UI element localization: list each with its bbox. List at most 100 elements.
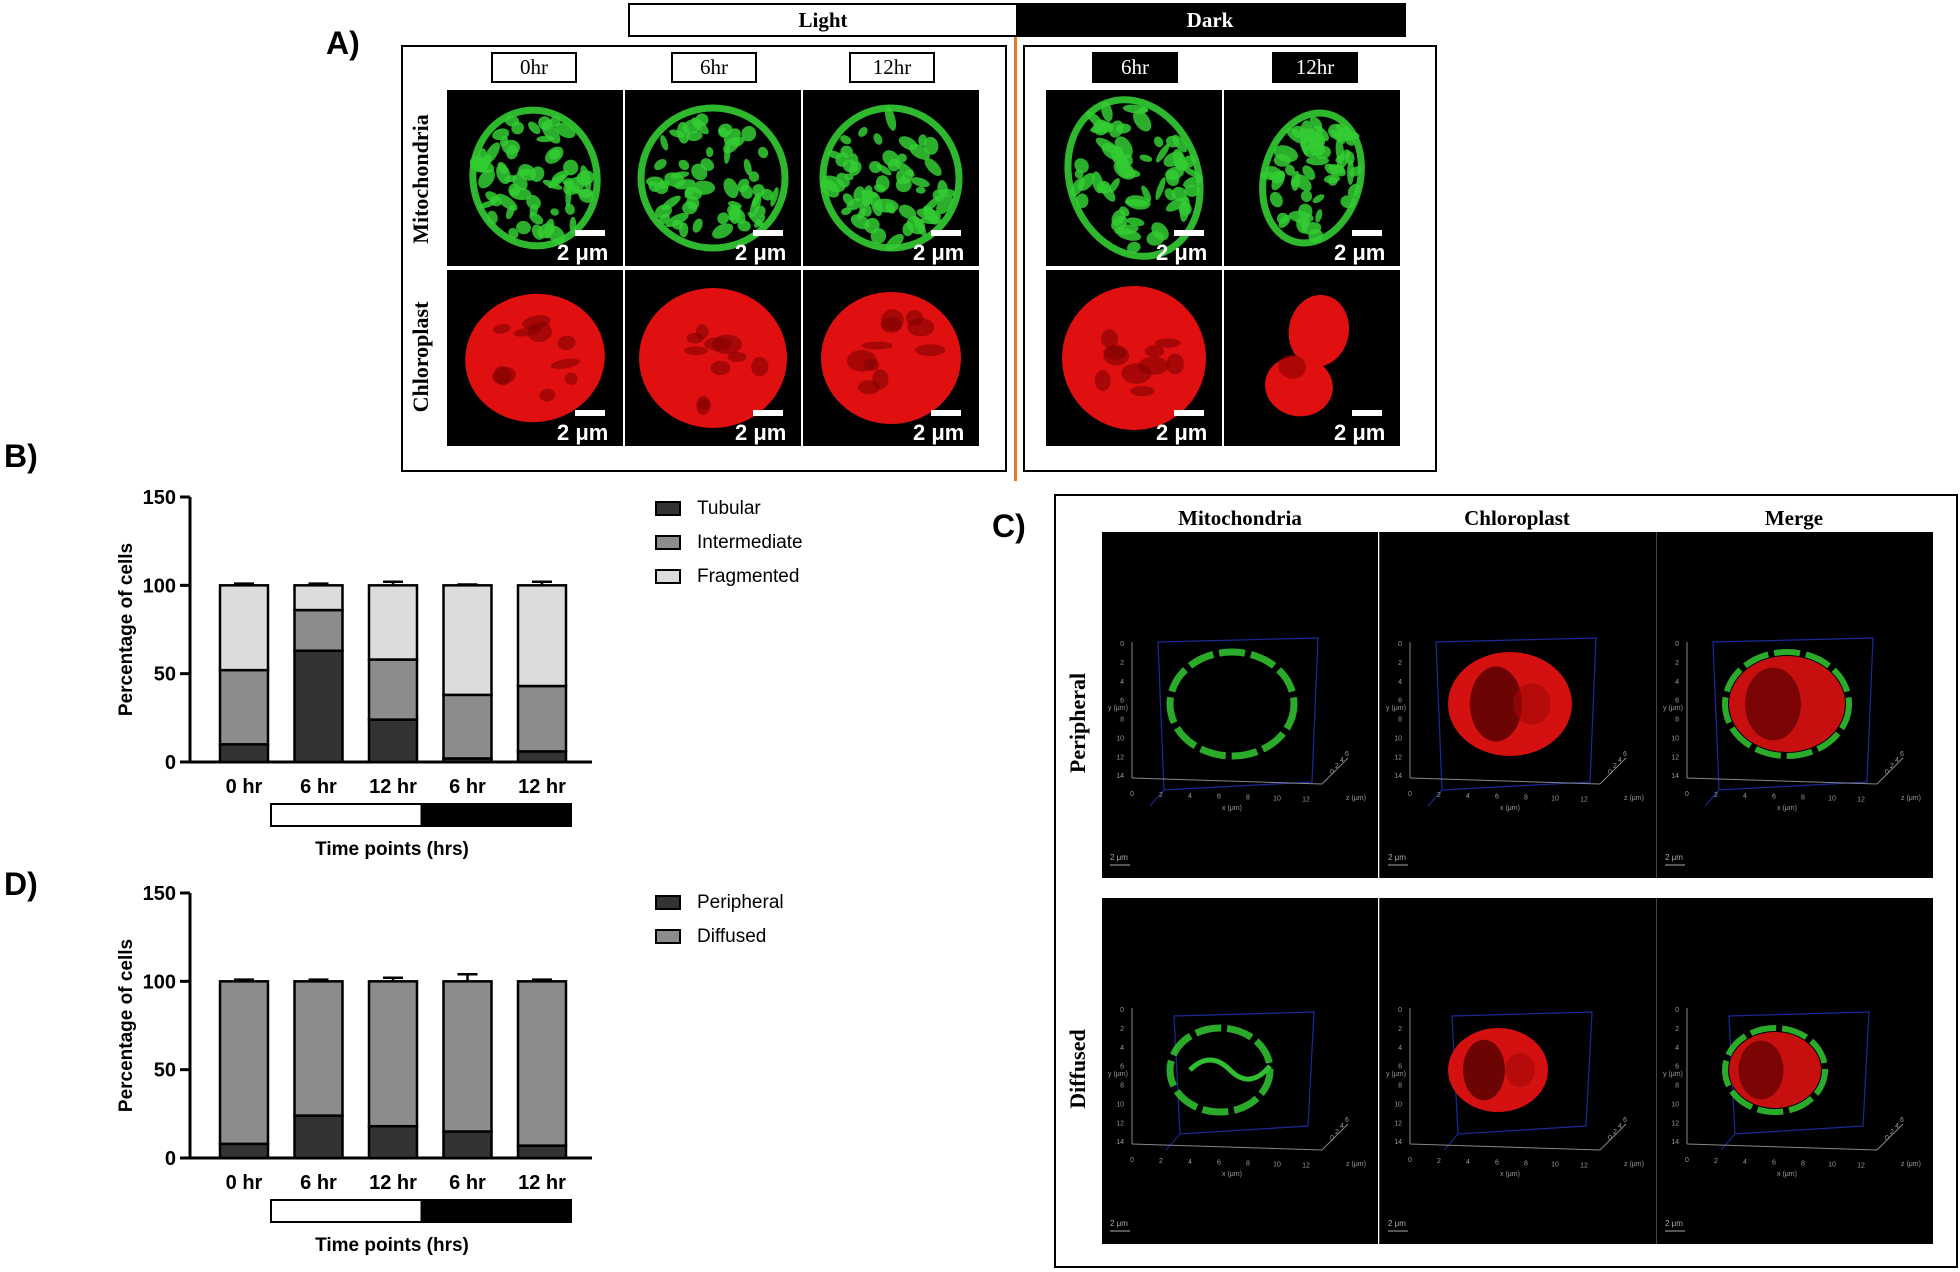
- x-tick-label: 6 hr: [300, 1172, 337, 1194]
- y-tick-label: 6: [1675, 698, 1679, 705]
- bar-peripheral: [442, 1130, 493, 1160]
- y-tick-label: 4: [1675, 679, 1679, 686]
- z-axis-label: z (μm): [1901, 795, 1921, 802]
- legend-swatch: [655, 535, 681, 550]
- x-axis-label: Time points (hrs): [315, 839, 469, 860]
- z-tick-label: 4: [1340, 1123, 1344, 1130]
- y-tick-label: 12: [1116, 1120, 1124, 1127]
- y-tick-label: 0: [1120, 641, 1124, 648]
- render-diffused-chloroplast: 0 2 4 6 8 10 12 14 0 2 4 6 8 10 12 x (μm) y (μm) 0 2 4 6 z (μ…: [1379, 898, 1656, 1244]
- z-tick-label: 0: [1885, 769, 1889, 776]
- x-tick-label: 12 hr: [518, 1172, 566, 1194]
- x-tick-label: 10: [1551, 796, 1559, 803]
- z-axis-label: z (μm): [1901, 1161, 1921, 1168]
- micrograph-mitochondria-2: 2 μm: [803, 90, 979, 266]
- scale-label: 2 μm: [913, 240, 965, 265]
- time-label-light-6hr: 6hr: [671, 52, 757, 83]
- x-tick-label: 0: [1408, 791, 1412, 798]
- x-tick-label: 10: [1551, 1162, 1559, 1169]
- x-tick-label: 2: [1714, 1158, 1718, 1165]
- bar-peripheral: [293, 1114, 344, 1160]
- z-tick-label: 0: [1608, 769, 1612, 776]
- scale-label: 2 μm: [1388, 1219, 1406, 1228]
- c-header-chloroplast: Chloroplast: [1464, 506, 1570, 530]
- x-tick-label: 8: [1524, 795, 1528, 802]
- y-tick-label: 10: [1116, 1101, 1124, 1108]
- y-tick-label: 6: [1675, 1064, 1679, 1071]
- y-tick-label: 10: [1671, 735, 1679, 742]
- z-tick-label: 2: [1890, 1129, 1894, 1136]
- y-tick-label: 14: [1671, 1139, 1679, 1146]
- z-tick-label: 6: [1345, 1117, 1349, 1124]
- render-diffused-mitochondria: 0 2 4 6 8 10 12 14 0 2 4 6 8 10 12 x (μm) y (μm) 0 2 4 6 z (μ…: [1102, 898, 1378, 1244]
- x-tick-label: 8: [1524, 1161, 1528, 1168]
- time-label-dark-6hr: 6hr: [1092, 52, 1178, 83]
- timeline-light-segment: [346, 804, 421, 826]
- y-tick-label: 14: [1116, 773, 1124, 780]
- x-tick-label: 0: [1685, 791, 1689, 798]
- panel-label-d: D): [4, 866, 38, 902]
- y-tick-label: 8: [1675, 717, 1679, 724]
- bar-diffused: [516, 980, 568, 1147]
- condition-banner: Light Dark: [628, 3, 1406, 37]
- render-diffused-merge: 0 2 4 6 8 10 12 14 0 2 4 6 8 10 12 x (μm) y (μm) 0 2 4 6 z (μ…: [1656, 898, 1933, 1244]
- y-tick-label: 8: [1675, 1083, 1679, 1090]
- bar-peripheral: [367, 1124, 419, 1160]
- bar-peripheral: [516, 1144, 568, 1160]
- z-tick-label: 0: [1885, 1135, 1889, 1142]
- x-tick-label: 0: [1130, 1157, 1134, 1164]
- x-tick-label: 12: [1580, 1162, 1588, 1169]
- micrograph-image: [465, 293, 605, 423]
- render-peripheral-mitochondria: 0 2 4 6 8 10 12 14 0 2 4 6 8 10 12 x (μm) y (μm) 0 2 4 6 z (μ…: [1102, 532, 1378, 878]
- micrograph-mitochondria-3: 2 μm: [1046, 90, 1222, 266]
- x-tick-label: 12: [1857, 796, 1865, 803]
- legend-label: Intermediate: [697, 532, 803, 553]
- y-tick-label: 8: [1398, 717, 1402, 724]
- y-tick-label: 6: [1398, 1064, 1402, 1071]
- micrograph-mitochondria-0: 2 μm: [447, 90, 623, 266]
- legend-swatch: [655, 501, 681, 516]
- c-header-mitochondria: Mitochondria: [1178, 506, 1302, 530]
- x-tick-label: 4: [1188, 1159, 1192, 1166]
- z-axis-label: z (μm): [1624, 1161, 1644, 1168]
- x-tick-label: 6 hr: [449, 776, 486, 798]
- bar-fragmented: [516, 584, 568, 688]
- y-tick-label: 0: [1675, 641, 1679, 648]
- x-axis-label: x (μm): [1222, 1171, 1242, 1178]
- micrograph-mitochondria-4: 2 μm: [1224, 90, 1400, 266]
- x-tick-label: 12: [1580, 796, 1588, 803]
- scale-bar: [1352, 410, 1382, 416]
- render-peripheral-chloroplast: 0 2 4 6 8 10 12 14 0 2 4 6 8 10 12 x (μm) y (μm) 0 2 4 6 z (μ…: [1379, 532, 1656, 878]
- legend-label: Diffused: [697, 926, 766, 947]
- micrograph-mitochondria-1: 2 μm: [625, 90, 801, 266]
- x-tick-label: 4: [1466, 1159, 1470, 1166]
- z-tick-label: 4: [1895, 1123, 1899, 1130]
- bar-diffused: [367, 980, 419, 1128]
- scale-bar: [931, 410, 961, 416]
- y-tick-label: 2: [1120, 1026, 1124, 1033]
- x-tick-label: 8: [1801, 1161, 1805, 1168]
- micrograph-image: [821, 292, 961, 424]
- x-tick-label: 8: [1801, 795, 1805, 802]
- z-tick-label: 2: [1613, 763, 1617, 770]
- scale-label: 2 μm: [735, 420, 787, 445]
- y-tick-label: 100: [143, 971, 176, 993]
- x-tick-label: 0 hr: [226, 776, 263, 798]
- y-tick-label: 100: [143, 575, 176, 597]
- bar-tubular: [367, 718, 419, 764]
- z-tick-label: 4: [1340, 757, 1344, 764]
- condition-light-label: Light: [630, 5, 1016, 35]
- bar-intermediate: [293, 608, 344, 652]
- bar-fragmented: [367, 584, 419, 661]
- micrograph-chloroplast-3: 2 μm: [1046, 270, 1222, 446]
- micrograph-chloroplast-2: 2 μm: [803, 270, 979, 446]
- z-tick-label: 6: [1900, 1117, 1904, 1124]
- c-header-merge: Merge: [1764, 506, 1824, 530]
- legend-label: Fragmented: [697, 566, 799, 587]
- y-tick-label: 4: [1675, 1045, 1679, 1052]
- panel-label-a: A): [326, 25, 360, 61]
- timeline-dark-segment: [495, 803, 572, 827]
- timeline-light-segment: [271, 804, 346, 826]
- scale-bar: [931, 230, 961, 236]
